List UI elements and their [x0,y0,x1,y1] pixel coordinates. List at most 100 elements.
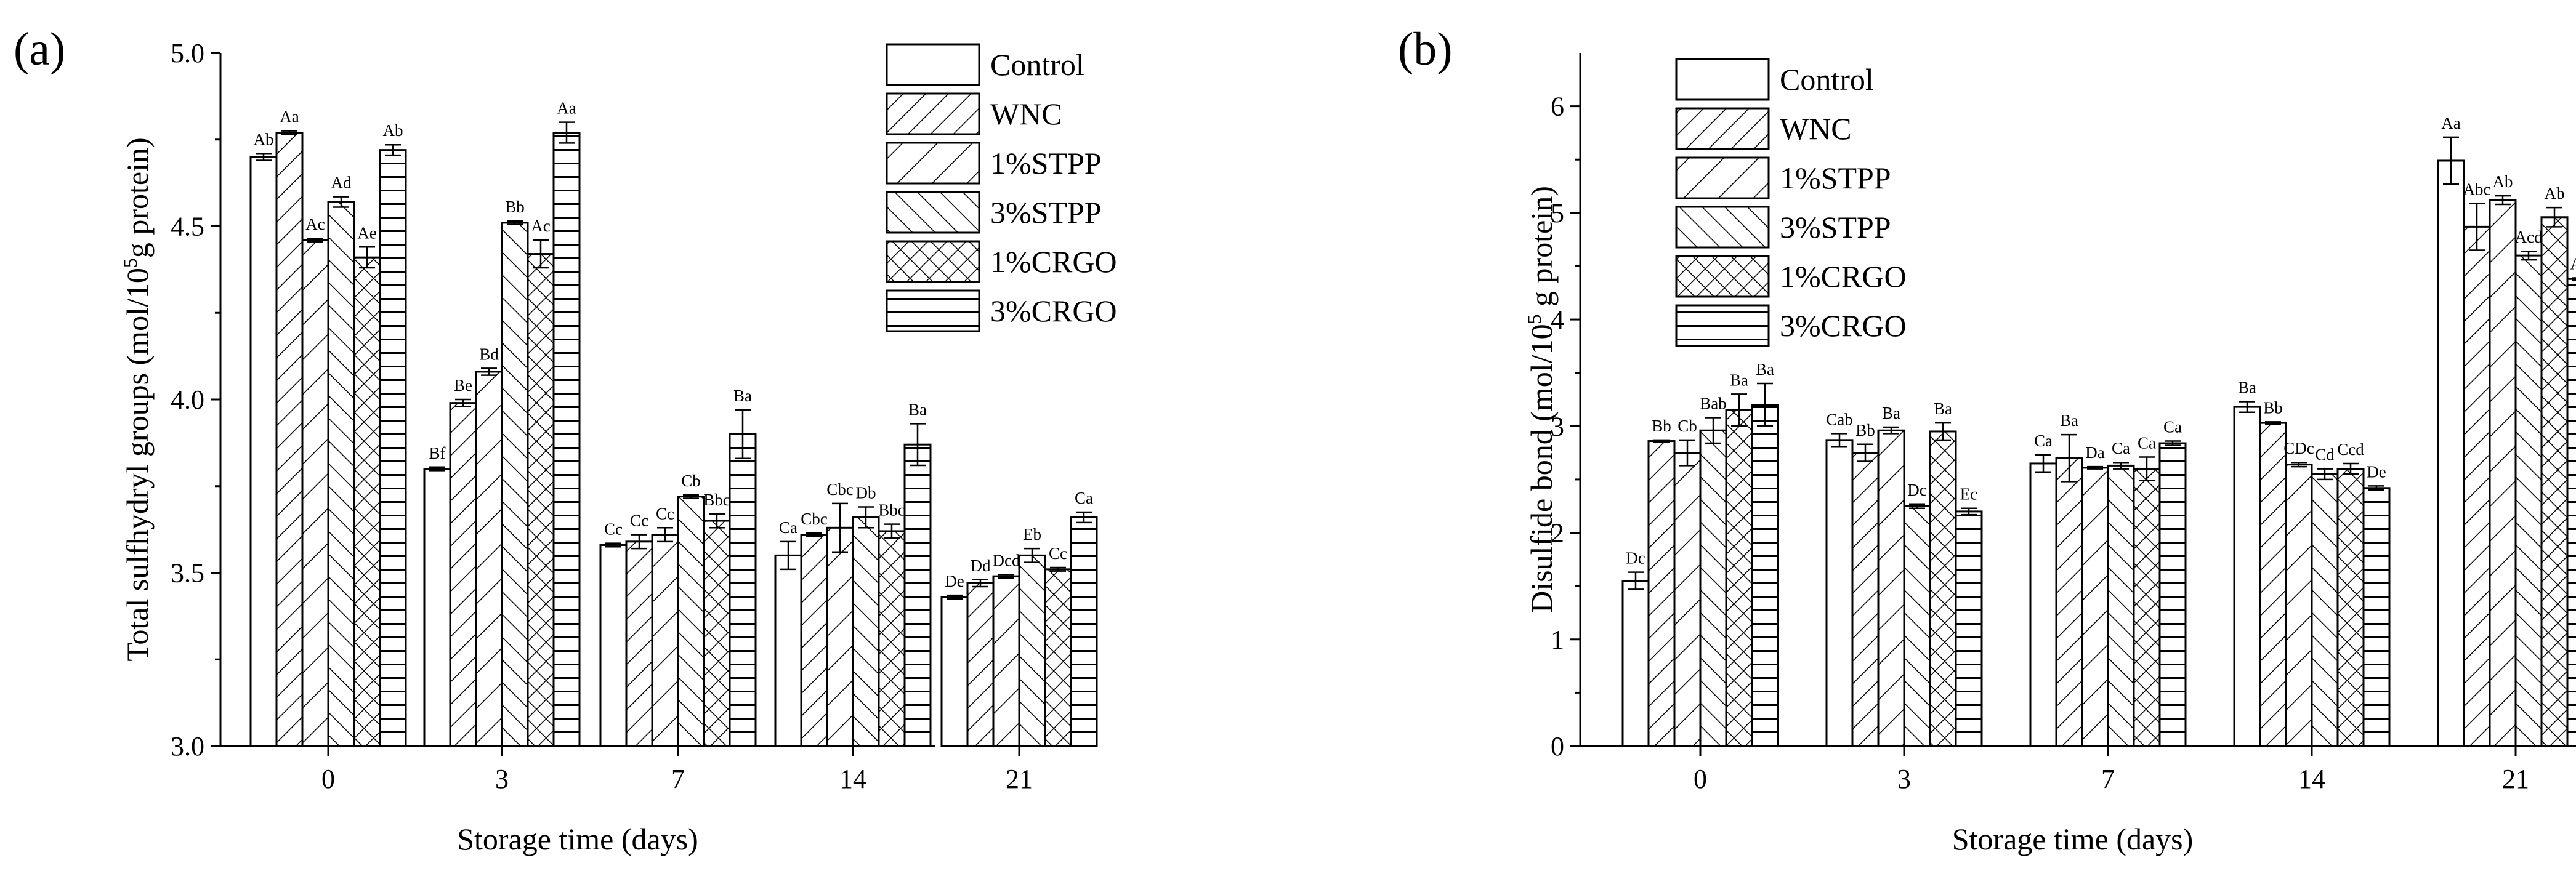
significance-label: Cc [656,504,674,523]
legend-swatch [1675,58,1770,101]
chart-panel-b: 0 1 2 3 4 5 6 0 3 7 14 21 Storage time (days) Disulfi… [1398,23,2576,856]
significance-label: Ccd [2337,440,2364,459]
y-tick-label: 3.5 [171,558,204,588]
legend-swatch [1675,304,1770,347]
bar-3%CRGO [2566,278,2576,747]
significance-label: Db [856,484,876,502]
legend-label: 1%STPP [1780,161,1891,195]
significance-label: Cab [1826,410,1853,428]
significance-label: Ac [305,215,325,233]
significance-label: Ba [2060,411,2078,430]
significance-label: Bb [2263,398,2283,417]
bar-3%CRGO [1955,510,1983,747]
bar-1%CRGO [1929,430,1957,747]
significance-label: Aa [280,108,299,126]
x-axis-title: Storage time (days) [1952,822,2194,856]
significance-label: Abc [2463,180,2491,198]
significance-label: Dc [1907,481,1926,499]
bar-WNC [275,131,304,747]
x-tick-label: 3 [495,764,509,794]
bar-Control [2233,406,2261,747]
bar-3%CRGO [903,443,932,747]
bar-1%STPP [992,575,1020,747]
x-tick-label: 0 [1694,764,1707,794]
bar-1%STPP [2489,199,2517,747]
bar-Control [249,156,278,747]
significance-label: Ad [2570,255,2576,273]
y-axis-title: Total sulfhydryl groups (mol/105g protei… [119,137,155,661]
significance-label: Eb [1023,525,1041,544]
significance-label: Acd [2515,228,2543,246]
chart-panel-a: 3.0 3.5 4.0 4.5 5.0 0 3 7 14 21 Storage time (days… [14,23,1117,856]
y-tick-label: 6 [1551,92,1564,122]
bar-WNC [1647,440,1676,747]
x-tick-label: 0 [321,764,335,794]
significance-label: Bf [429,444,446,462]
significance-label: Ca [2163,418,2182,436]
significance-label: De [945,572,964,590]
significance-label: Ab [383,121,403,140]
bar-3%CRGO [2362,487,2391,747]
significance-label: Ba [733,387,752,405]
bar-3%CRGO [1070,516,1098,747]
x-tick-label: 21 [2502,764,2529,794]
bar-3%CRGO [2158,442,2187,747]
legend-label: 1%CRGO [1780,259,1907,294]
significance-label: Ba [2238,378,2256,396]
x-tick-label: 7 [671,764,685,794]
legend-swatch [886,240,980,283]
y-tick-label: 2 [1551,518,1564,548]
significance-label: Ca [2112,439,2130,457]
legend-label: WNC [990,97,1062,131]
legend-label: 1%STPP [990,146,1102,180]
bar-3%STPP [1018,554,1046,747]
bar-3%CRGO [729,433,757,747]
x-tick-label: 21 [1006,764,1033,794]
y-tick-label: 1 [1551,625,1564,655]
significance-label: Ca [1075,489,1093,507]
y-tick-label: 4.5 [171,212,204,242]
significance-label: Ec [1960,485,1977,504]
bar-3%STPP [2311,473,2339,747]
y-tick-label: 4 [1551,305,1564,335]
significance-label: Aa [2441,114,2460,132]
bar-1%CRGO [2540,216,2569,747]
significance-label: Bb [1855,421,1875,440]
legend-label: 3%CRGO [1780,308,1907,343]
significance-label: Cbc [801,510,828,528]
legend-swatch [1675,206,1770,249]
bar-1%STPP [1673,452,1702,747]
bar-3%CRGO [1751,404,1779,747]
x-axis-title: Storage time (days) [457,822,698,856]
significance-label: Cb [681,472,701,490]
legend-label: WNC [1780,111,1852,146]
bar-WNC [1851,452,1880,747]
bar-1%CRGO [1044,568,1072,747]
significance-label: Bab [1700,394,1727,412]
bar-1%STPP [2285,464,2313,747]
bar-1%CRGO [878,530,906,747]
y-tick-label: 3.0 [171,731,204,761]
bar-3%STPP [2514,254,2543,747]
legend-swatch [886,289,980,332]
significance-label: Dd [971,556,991,575]
bar-1%STPP [301,239,329,747]
bar-1%CRGO [2133,468,2161,747]
bar-1%STPP [2081,467,2109,747]
x-tick-label: 7 [2101,764,2115,794]
legend-swatch [1675,255,1770,298]
significance-label: Bbc [878,501,905,520]
bar-1%CRGO [1725,409,1753,747]
y-tick-label: 0 [1551,731,1564,761]
y-tick-label: 4.0 [171,385,204,415]
panel-label: (a) [14,23,65,75]
legend-swatch [886,43,980,86]
significance-label: Ba [1934,399,1952,418]
legend-label: 3%STPP [1780,210,1891,244]
significance-label: Ab [254,130,274,148]
bar-3%CRGO [379,149,407,747]
bar-WNC [449,402,477,747]
y-axis-title: Disulfide bond (mol/105 g protein) [1523,186,1559,613]
x-tick-label: 14 [2298,764,2325,794]
significance-label: Cc [604,520,623,539]
